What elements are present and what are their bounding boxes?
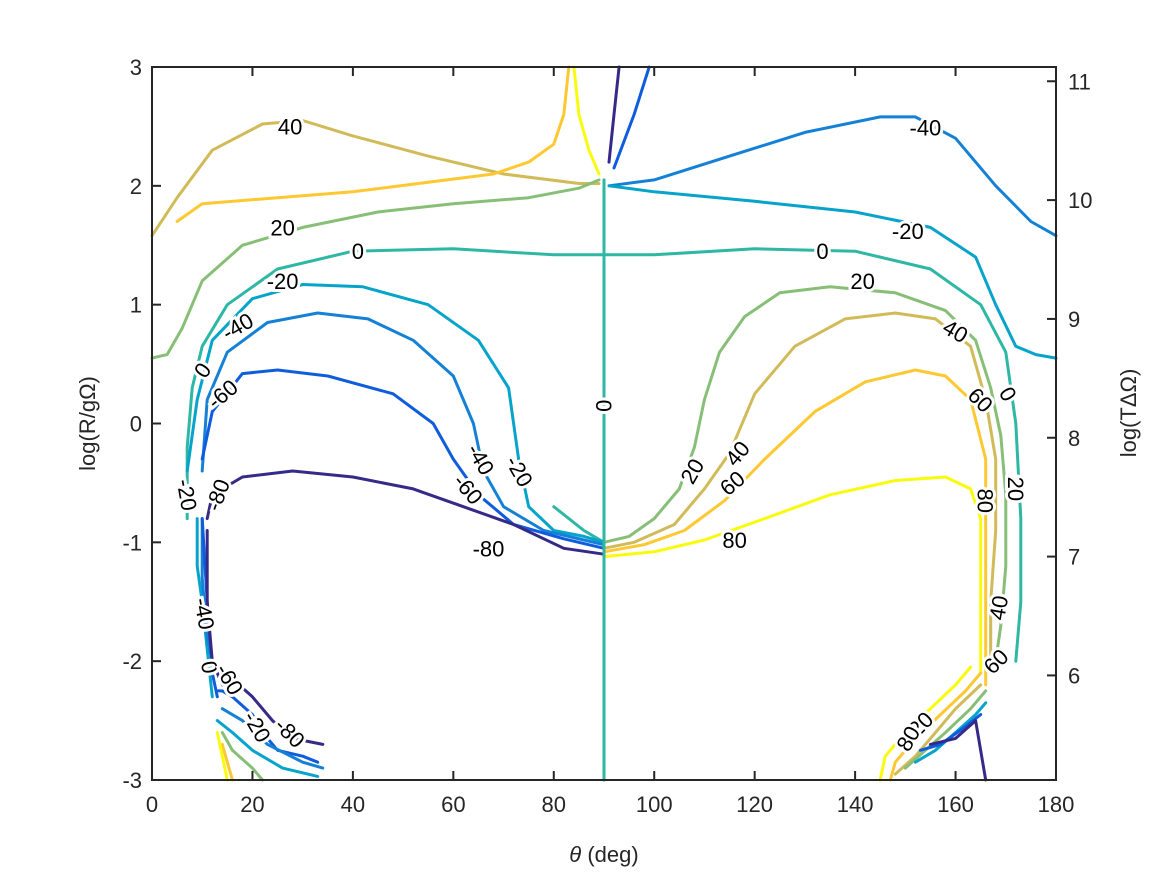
x-axis-label-unit: (deg) <box>581 842 638 867</box>
y-tick-label--1: -1 <box>122 530 142 555</box>
contour-line-6 <box>552 505 606 544</box>
contour-line-29 <box>220 742 234 782</box>
contour-line-19 <box>572 65 601 176</box>
x-tick-label-0: 0 <box>146 792 158 817</box>
x-tick-label-20: 20 <box>240 792 264 817</box>
contour-line-17 <box>602 368 988 687</box>
contour-line-13 <box>205 469 606 556</box>
contour-line-31 <box>878 665 973 782</box>
contour-label-24: 20 <box>1003 477 1028 501</box>
contour-label-23: 80 <box>973 488 998 512</box>
contour-line-37 <box>928 719 988 782</box>
contour-line-5 <box>185 247 1023 663</box>
contour-line-2 <box>150 178 601 360</box>
contour-line-28 <box>220 731 264 782</box>
y-axis-label: log(R/gΩ) <box>75 376 100 471</box>
y-axis-ticks: -3 -2 -1 0 1 2 3 <box>122 55 161 793</box>
contour-line-1 <box>607 115 1058 238</box>
contour-label-2: 20 <box>270 215 294 240</box>
x-tick-label-180: 180 <box>1038 792 1075 817</box>
y-tick-label--3: -3 <box>122 768 142 793</box>
x-tick-label-80: 80 <box>542 792 566 817</box>
x-tick-label-40: 40 <box>341 792 365 817</box>
x-tick-label-100: 100 <box>636 792 673 817</box>
x-tick-label-140: 140 <box>837 792 874 817</box>
contour-line-9 <box>200 311 606 547</box>
contour-line-27 <box>215 719 320 778</box>
right-y-tick-label-11: 11 <box>1068 69 1091 94</box>
contour-line-7 <box>185 283 606 544</box>
y-tick-label-1: 1 <box>130 293 142 318</box>
x-tick-label-160: 160 <box>937 792 974 817</box>
contour-line-25 <box>220 671 325 746</box>
contour-line-8 <box>195 517 214 699</box>
contour-label-6: -20 <box>267 269 299 294</box>
contour-line-24 <box>215 689 320 764</box>
contour-line-0 <box>150 119 601 238</box>
contour-line-34 <box>903 689 988 770</box>
right-y-axis-ticks: 6 7 8 9 10 11 <box>1047 69 1092 688</box>
contour-label-1: -40 <box>910 116 942 141</box>
right-y-tick-label-10: 10 <box>1068 188 1092 213</box>
contour-label-29: 0 <box>196 659 223 675</box>
contour-label-5: 0 <box>816 239 828 264</box>
contour-line-36 <box>918 713 983 752</box>
contour-label-4: 0 <box>352 239 364 264</box>
x-axis-label-symbol: θ <box>569 842 581 867</box>
y-tick-label-0: 0 <box>130 412 142 437</box>
contour-label-25: -80 <box>473 536 505 561</box>
contour-lines <box>150 65 1058 782</box>
contour-line-20 <box>175 65 571 223</box>
y-tick-label-2: 2 <box>130 174 142 199</box>
contour-line-33 <box>893 683 983 776</box>
contour-label-26: 80 <box>722 528 746 553</box>
x-tick-label-60: 60 <box>441 792 465 817</box>
contour-line-32 <box>888 671 983 782</box>
contour-line-26 <box>220 707 325 770</box>
y-tick-label--2: -2 <box>122 649 142 674</box>
right-y-tick-label-6: 6 <box>1068 663 1080 688</box>
contour-label-28: 40 <box>984 594 1013 622</box>
right-y-tick-label-7: 7 <box>1068 545 1080 570</box>
contour-label-0: 40 <box>278 114 302 139</box>
x-axis-label: θ (deg) <box>569 842 638 867</box>
contour-line-16 <box>602 311 998 675</box>
contour-label-14: 0 <box>591 400 616 412</box>
contour-line-22 <box>612 65 651 170</box>
contour-line-30 <box>215 731 229 782</box>
right-y-tick-label-8: 8 <box>1068 426 1080 451</box>
right-y-tick-label-9: 9 <box>1068 307 1080 332</box>
y-tick-label-3: 3 <box>130 55 142 80</box>
contour-label-27: -40 <box>189 596 219 632</box>
x-tick-label-120: 120 <box>736 792 773 817</box>
contour-line-14 <box>205 529 224 687</box>
x-axis-ticks: 0 20 40 60 80 100 120 140 160 180 <box>146 67 1074 817</box>
contour-label-7: 20 <box>850 269 874 294</box>
contour-line-3 <box>607 184 1058 360</box>
right-y-axis-label: log(TΔΩ) <box>1116 369 1141 458</box>
contour-line-18 <box>602 475 983 675</box>
contour-line-15 <box>602 285 1008 663</box>
contour-label-3: -20 <box>892 219 924 244</box>
contour-line-21 <box>607 65 621 164</box>
